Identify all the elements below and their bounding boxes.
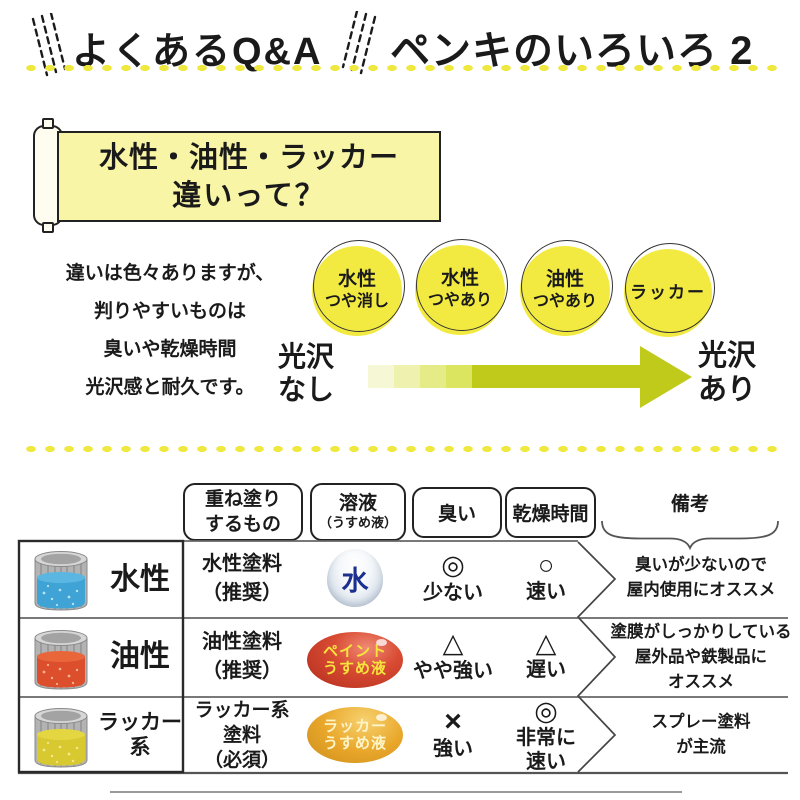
drytime-cell-oil: △ 遅い bbox=[501, 629, 591, 682]
drytime-rating-symbol: △ bbox=[535, 628, 557, 658]
smell-cell-lacquer: × 強い bbox=[406, 707, 500, 762]
scale-circle-water-matte: 水性 つや消し bbox=[312, 246, 402, 336]
drytime-rating-symbol: ◎ bbox=[534, 696, 558, 726]
question-line-1: 水性・油性・ラッカー bbox=[98, 141, 399, 174]
scale-circle-oil-gloss: 油性 つやあり bbox=[520, 246, 610, 336]
scale-circle-water-gloss: 水性 つやあり bbox=[415, 245, 505, 335]
drytime-cell-lacquer: ◎ 非常に 速い bbox=[501, 697, 591, 774]
row-name-lacquer: ラッカー 系 bbox=[98, 711, 182, 759]
lacquer-thinner-icon: ラッカー うすめ液 bbox=[307, 707, 403, 763]
smell-rating-symbol: △ bbox=[442, 628, 464, 658]
paint-thinner-icon: ペイント うすめ液 bbox=[307, 632, 403, 688]
arrow-head-icon bbox=[640, 346, 692, 408]
row-name-oil: 油性 bbox=[110, 640, 170, 673]
intro-text: 違いは色々ありますが、 判りやすいものは 臭いや乾燥時間 光沢感と耐久です。 bbox=[48, 255, 292, 407]
gloss-gradient-arrow bbox=[368, 365, 640, 388]
smell-cell-water: ◎ 少ない bbox=[406, 551, 500, 606]
water-drop-icon: 水 bbox=[327, 549, 383, 607]
question-line-2: 違いって？ bbox=[172, 179, 326, 212]
question-banner: 水性・油性・ラッカー 違いって？ bbox=[57, 131, 441, 222]
smell-rating-symbol: × bbox=[444, 705, 462, 738]
recoat-cell-oil: 油性塗料 （推奨） bbox=[202, 631, 282, 682]
circle-label: 水性 bbox=[440, 268, 479, 289]
smell-cell-oil: △ やや強い bbox=[406, 629, 500, 684]
scale-circle-lacquer: ラッカー bbox=[624, 249, 712, 337]
gloss-yes-label: 光沢 あり bbox=[698, 340, 757, 406]
row-name-water: 水性 bbox=[110, 563, 170, 596]
notes-cell-lacquer: スプレー塗料 が主流 bbox=[651, 713, 751, 756]
recoat-cell-water: 水性塗料 （推奨） bbox=[202, 553, 282, 604]
column-header-smell: 臭い bbox=[412, 487, 502, 538]
gloss-none-label: 光沢 なし bbox=[278, 341, 335, 405]
column-header-drytime: 乾燥時間 bbox=[505, 487, 596, 538]
smell-rating-symbol: ◎ bbox=[441, 550, 465, 580]
circle-label: つやあり bbox=[427, 292, 492, 309]
drytime-rating-symbol: ○ bbox=[537, 550, 555, 580]
notes-brace-icon bbox=[601, 520, 779, 551]
notes-cell-oil: 塗膜がしっかりしている 屋外品や鉄製品に オススメ bbox=[610, 623, 792, 691]
paint-can-oil-icon bbox=[34, 630, 88, 690]
notes-cell-water: 臭いが少ないので 屋内使用にオススメ bbox=[626, 556, 776, 599]
circle-label: つや消し bbox=[324, 293, 389, 310]
recoat-cell-lacquer: ラッカー系 塗料 （必須） bbox=[194, 700, 290, 771]
next-section-top-line bbox=[110, 791, 682, 793]
intro-line: 判りやすいものは bbox=[93, 301, 246, 322]
circle-label: 油性 bbox=[545, 269, 584, 290]
circle-label: 水性 bbox=[337, 269, 376, 290]
dotted-divider-middle bbox=[24, 444, 779, 454]
intro-line: 光沢感と耐久です。 bbox=[85, 377, 255, 398]
paint-can-lacquer-icon bbox=[34, 708, 88, 768]
column-header-recoat: 重ね塗り するもの bbox=[183, 483, 303, 541]
intro-line: 臭いや乾燥時間 bbox=[103, 339, 237, 360]
intro-line: 違いは色々ありますが、 bbox=[65, 263, 275, 284]
column-header-notes: 備考 bbox=[670, 494, 709, 515]
circle-label: つやあり bbox=[532, 293, 597, 310]
circle-label: ラッカー bbox=[630, 283, 706, 302]
drytime-cell-water: ○ 速い bbox=[501, 551, 591, 604]
dotted-divider-top bbox=[24, 63, 779, 73]
column-header-solvent: 溶液 （うすめ液） bbox=[310, 483, 406, 541]
paint-can-water-icon bbox=[34, 551, 88, 611]
